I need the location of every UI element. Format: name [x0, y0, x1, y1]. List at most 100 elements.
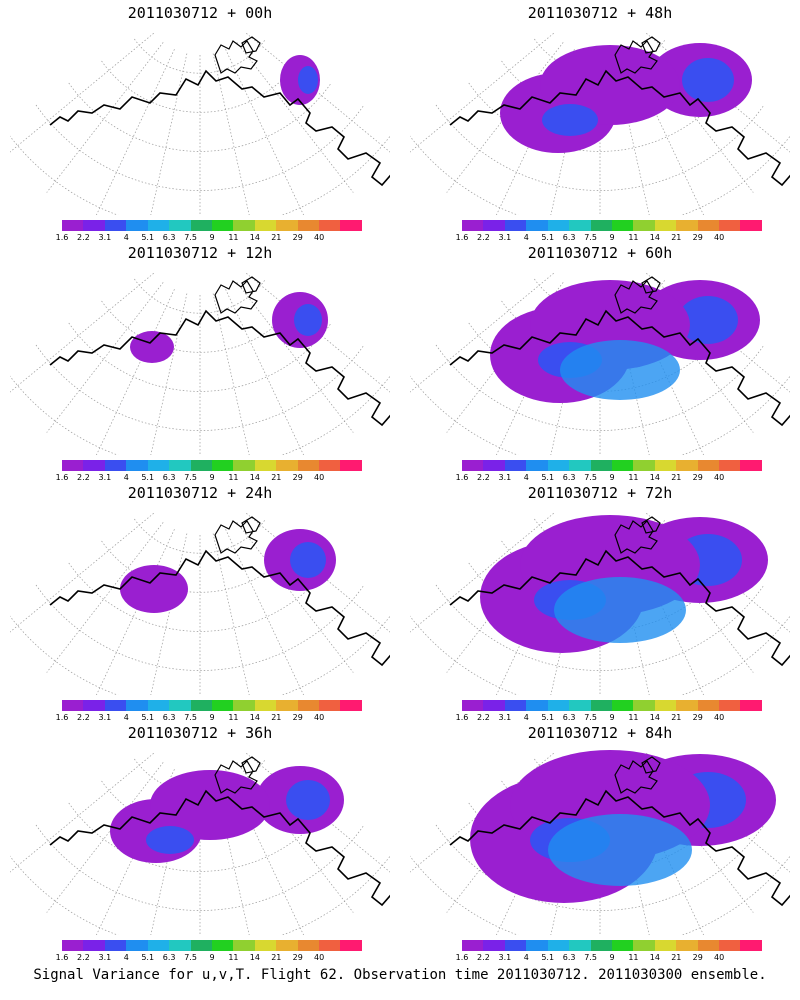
colorbar-swatch	[504, 460, 527, 471]
colorbar	[462, 460, 762, 471]
colorbar-label: 2.2	[477, 233, 490, 242]
colorbar-swatch	[633, 940, 655, 951]
colorbar-label: 4	[123, 473, 129, 482]
colorbar-label: 7.5	[184, 713, 197, 722]
colorbar-label: 9	[209, 713, 215, 722]
colorbar-swatch	[340, 460, 362, 471]
panel-title: 2011030712 + 72h	[527, 484, 673, 502]
colorbar-swatch	[462, 940, 484, 951]
colorbar-label: 1.6	[55, 473, 69, 482]
colorbar-swatch	[62, 220, 84, 231]
colorbar-swatch	[740, 220, 762, 231]
forecast-panel: 2011030712 + 12h 1.6 2.2 3.1 4 5.1 6.3 7.5 9 11 14…	[0, 240, 400, 485]
colorbar-label: 2.2	[77, 473, 90, 482]
colorbar-swatch	[719, 940, 741, 951]
coastline	[449, 789, 790, 907]
polar-map	[10, 32, 390, 215]
colorbar-label: 40	[714, 233, 725, 242]
colorbar-label: 9	[209, 473, 215, 482]
colorbar-labels: 1.6 2.2 3.1 4 5.1 6.3 7.5 9 11 14 21 29 40	[456, 713, 762, 723]
arctic-islands	[614, 36, 661, 74]
colorbar-swatch	[462, 700, 484, 711]
variance-field	[490, 280, 760, 403]
colorbar-swatch	[547, 460, 570, 471]
colorbar-label: 3.1	[98, 233, 112, 242]
colorbar-swatch	[169, 700, 191, 711]
colorbar-label: 4	[123, 233, 129, 242]
colorbar-label: 6.3	[562, 473, 576, 482]
figure-caption: Signal Variance for u,v,T. Flight 62. Ob…	[33, 967, 767, 983]
colorbar-swatch	[611, 940, 634, 951]
colorbar-swatch	[254, 220, 277, 231]
colorbar-label: 2.2	[477, 713, 490, 722]
colorbar-label: 14	[649, 713, 660, 722]
colorbar-label: 5.1	[541, 473, 555, 482]
colorbar-swatch	[526, 220, 548, 231]
colorbar-label: 21	[271, 233, 282, 242]
colorbar-label: 11	[228, 953, 239, 962]
polar-map	[410, 32, 790, 215]
colorbar-label: 1.6	[55, 953, 69, 962]
colorbar-swatch	[169, 940, 191, 951]
colorbar-swatch	[676, 940, 698, 951]
colorbar-swatch	[254, 940, 277, 951]
panel-title: 2011030712 + 60h	[527, 244, 673, 262]
colorbar-swatch	[104, 220, 127, 231]
colorbar-label: 29	[292, 233, 303, 242]
colorbar-label: 21	[671, 953, 682, 962]
colorbar-label: 2.2	[477, 473, 490, 482]
colorbar-swatch	[340, 940, 362, 951]
map-gridlines	[10, 32, 390, 215]
colorbar	[462, 940, 762, 951]
colorbar-label: 40	[714, 713, 725, 722]
colorbar-swatch	[526, 940, 548, 951]
colorbar-label: 1.6	[55, 233, 69, 242]
colorbar-label: 9	[609, 953, 615, 962]
colorbar-swatch	[211, 700, 234, 711]
colorbar-swatch	[633, 700, 655, 711]
colorbar-label: 4	[523, 473, 529, 482]
colorbar-label: 11	[228, 233, 239, 242]
colorbar-label: 11	[628, 233, 639, 242]
polar-map	[410, 750, 790, 935]
colorbar-swatch	[254, 460, 277, 471]
colorbar-swatch	[62, 460, 84, 471]
coastline	[449, 309, 790, 427]
colorbar-label: 21	[271, 713, 282, 722]
colorbar-swatch	[590, 460, 612, 471]
colorbar-swatch	[319, 220, 341, 231]
colorbar-labels: 1.6 2.2 3.1 4 5.1 6.3 7.5 9 11 14 21 29 40	[456, 233, 762, 243]
variance-field	[120, 529, 336, 613]
colorbar-label: 29	[692, 713, 703, 722]
colorbar-swatch	[504, 940, 527, 951]
colorbar-swatch	[319, 460, 341, 471]
colorbar-label: 1.6	[455, 953, 469, 962]
colorbar-swatch	[719, 700, 741, 711]
colorbar-swatch	[740, 460, 762, 471]
colorbar-label: 2.2	[77, 953, 90, 962]
colorbar-swatch	[62, 700, 84, 711]
colorbar-swatch	[147, 220, 170, 231]
colorbar-swatch	[719, 460, 741, 471]
colorbar-label: 14	[249, 953, 260, 962]
colorbar-label: 14	[249, 473, 260, 482]
colorbar-label: 3.1	[498, 713, 512, 722]
arctic-islands	[614, 516, 661, 554]
colorbar-label: 6.3	[562, 953, 576, 962]
colorbar-swatch	[276, 460, 298, 471]
colorbar-label: 40	[714, 953, 725, 962]
colorbar-label: 3.1	[98, 713, 112, 722]
colorbar-label: 6.3	[562, 713, 576, 722]
colorbar-label: 5.1	[141, 953, 155, 962]
colorbar-swatch	[297, 220, 320, 231]
colorbar-label: 7.5	[584, 233, 597, 242]
coastline	[49, 789, 390, 907]
colorbar-swatch	[569, 460, 591, 471]
colorbar-label: 29	[692, 473, 703, 482]
forecast-panel: 2011030712 + 00h 1.6 2.2 3.1 4 5.1 6.3 7.5 9 11 14…	[0, 0, 400, 245]
colorbar-swatch	[611, 700, 634, 711]
colorbar-swatch	[297, 460, 320, 471]
colorbar-label: 2.2	[77, 713, 90, 722]
colorbar-swatch	[697, 460, 720, 471]
colorbar-swatch	[697, 700, 720, 711]
